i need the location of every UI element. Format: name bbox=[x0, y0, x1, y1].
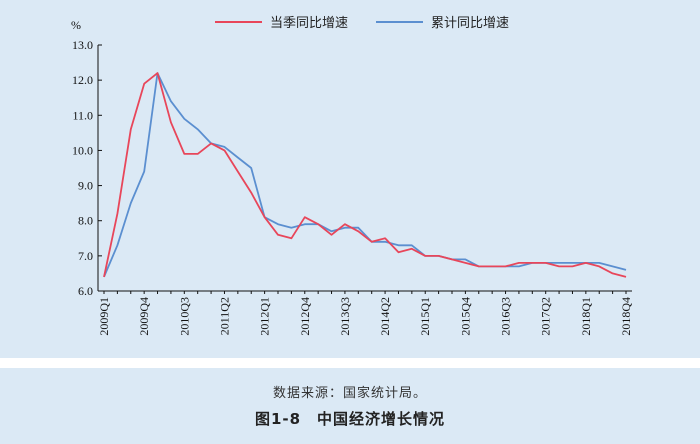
x-tick-label: 2011Q2 bbox=[217, 297, 231, 335]
y-tick-label: 13.0 bbox=[72, 38, 93, 52]
y-tick-label: 12.0 bbox=[72, 73, 93, 87]
y-tick-label: 9.0 bbox=[78, 179, 93, 193]
x-axis-ticks: 2009Q1 2009Q4 2010Q3 2011Q2 2012Q1 2012Q4 2013… bbox=[97, 291, 633, 336]
x-tick-label: 2016Q3 bbox=[499, 297, 513, 336]
x-tick-label: 2009Q1 bbox=[97, 297, 111, 336]
x-tick-label: 2009Q4 bbox=[137, 297, 151, 336]
y-axis-unit: % bbox=[71, 18, 81, 32]
x-tick-label: 2018Q4 bbox=[619, 297, 633, 336]
figure-title: 图1-8 中国经济增长情况 bbox=[254, 410, 446, 428]
series-line-cumulative bbox=[103, 72, 627, 278]
axes bbox=[97, 45, 632, 292]
series-group bbox=[103, 72, 627, 278]
line-chart: % 当季同比增速 累计同比增速 6.0 7.0 8.0 9.0 10.0 11.0 12.0… bbox=[71, 16, 633, 336]
caption-panel: 数据来源：国家统计局。 图1-8 中国经济增长情况 bbox=[0, 368, 700, 444]
source-note: 数据来源：国家统计局。 bbox=[272, 386, 427, 401]
x-tick-label: 2012Q4 bbox=[298, 297, 312, 336]
x-tick-label: 2015Q4 bbox=[458, 297, 472, 336]
y-tick-label: 8.0 bbox=[78, 214, 93, 228]
y-tick-label: 7.0 bbox=[78, 249, 93, 263]
x-tick-label: 2018Q1 bbox=[579, 297, 593, 336]
y-tick-label: 10.0 bbox=[72, 143, 93, 157]
x-tick-label: 2010Q3 bbox=[177, 297, 191, 336]
series-line-quarterly bbox=[103, 72, 627, 278]
y-tick-label: 11.0 bbox=[72, 108, 93, 122]
y-tick-label: 6.0 bbox=[78, 284, 93, 298]
legend-label-cumulative: 累计同比增速 bbox=[431, 16, 509, 31]
x-tick-label: 2013Q3 bbox=[338, 297, 352, 336]
x-tick-label: 2015Q1 bbox=[418, 297, 432, 336]
chart-panel: % 当季同比增速 累计同比增速 6.0 7.0 8.0 9.0 10.0 11.0 12.0… bbox=[0, 0, 700, 358]
y-axis-ticks: 6.0 7.0 8.0 9.0 10.0 11.0 12.0 13.0 bbox=[72, 38, 102, 298]
x-tick-label: 2017Q2 bbox=[539, 297, 553, 336]
legend-label-quarterly: 当季同比增速 bbox=[270, 16, 348, 31]
legend: 当季同比增速 累计同比增速 bbox=[215, 16, 509, 31]
x-tick-label: 2012Q1 bbox=[258, 297, 272, 336]
x-tick-label: 2014Q2 bbox=[378, 297, 392, 336]
